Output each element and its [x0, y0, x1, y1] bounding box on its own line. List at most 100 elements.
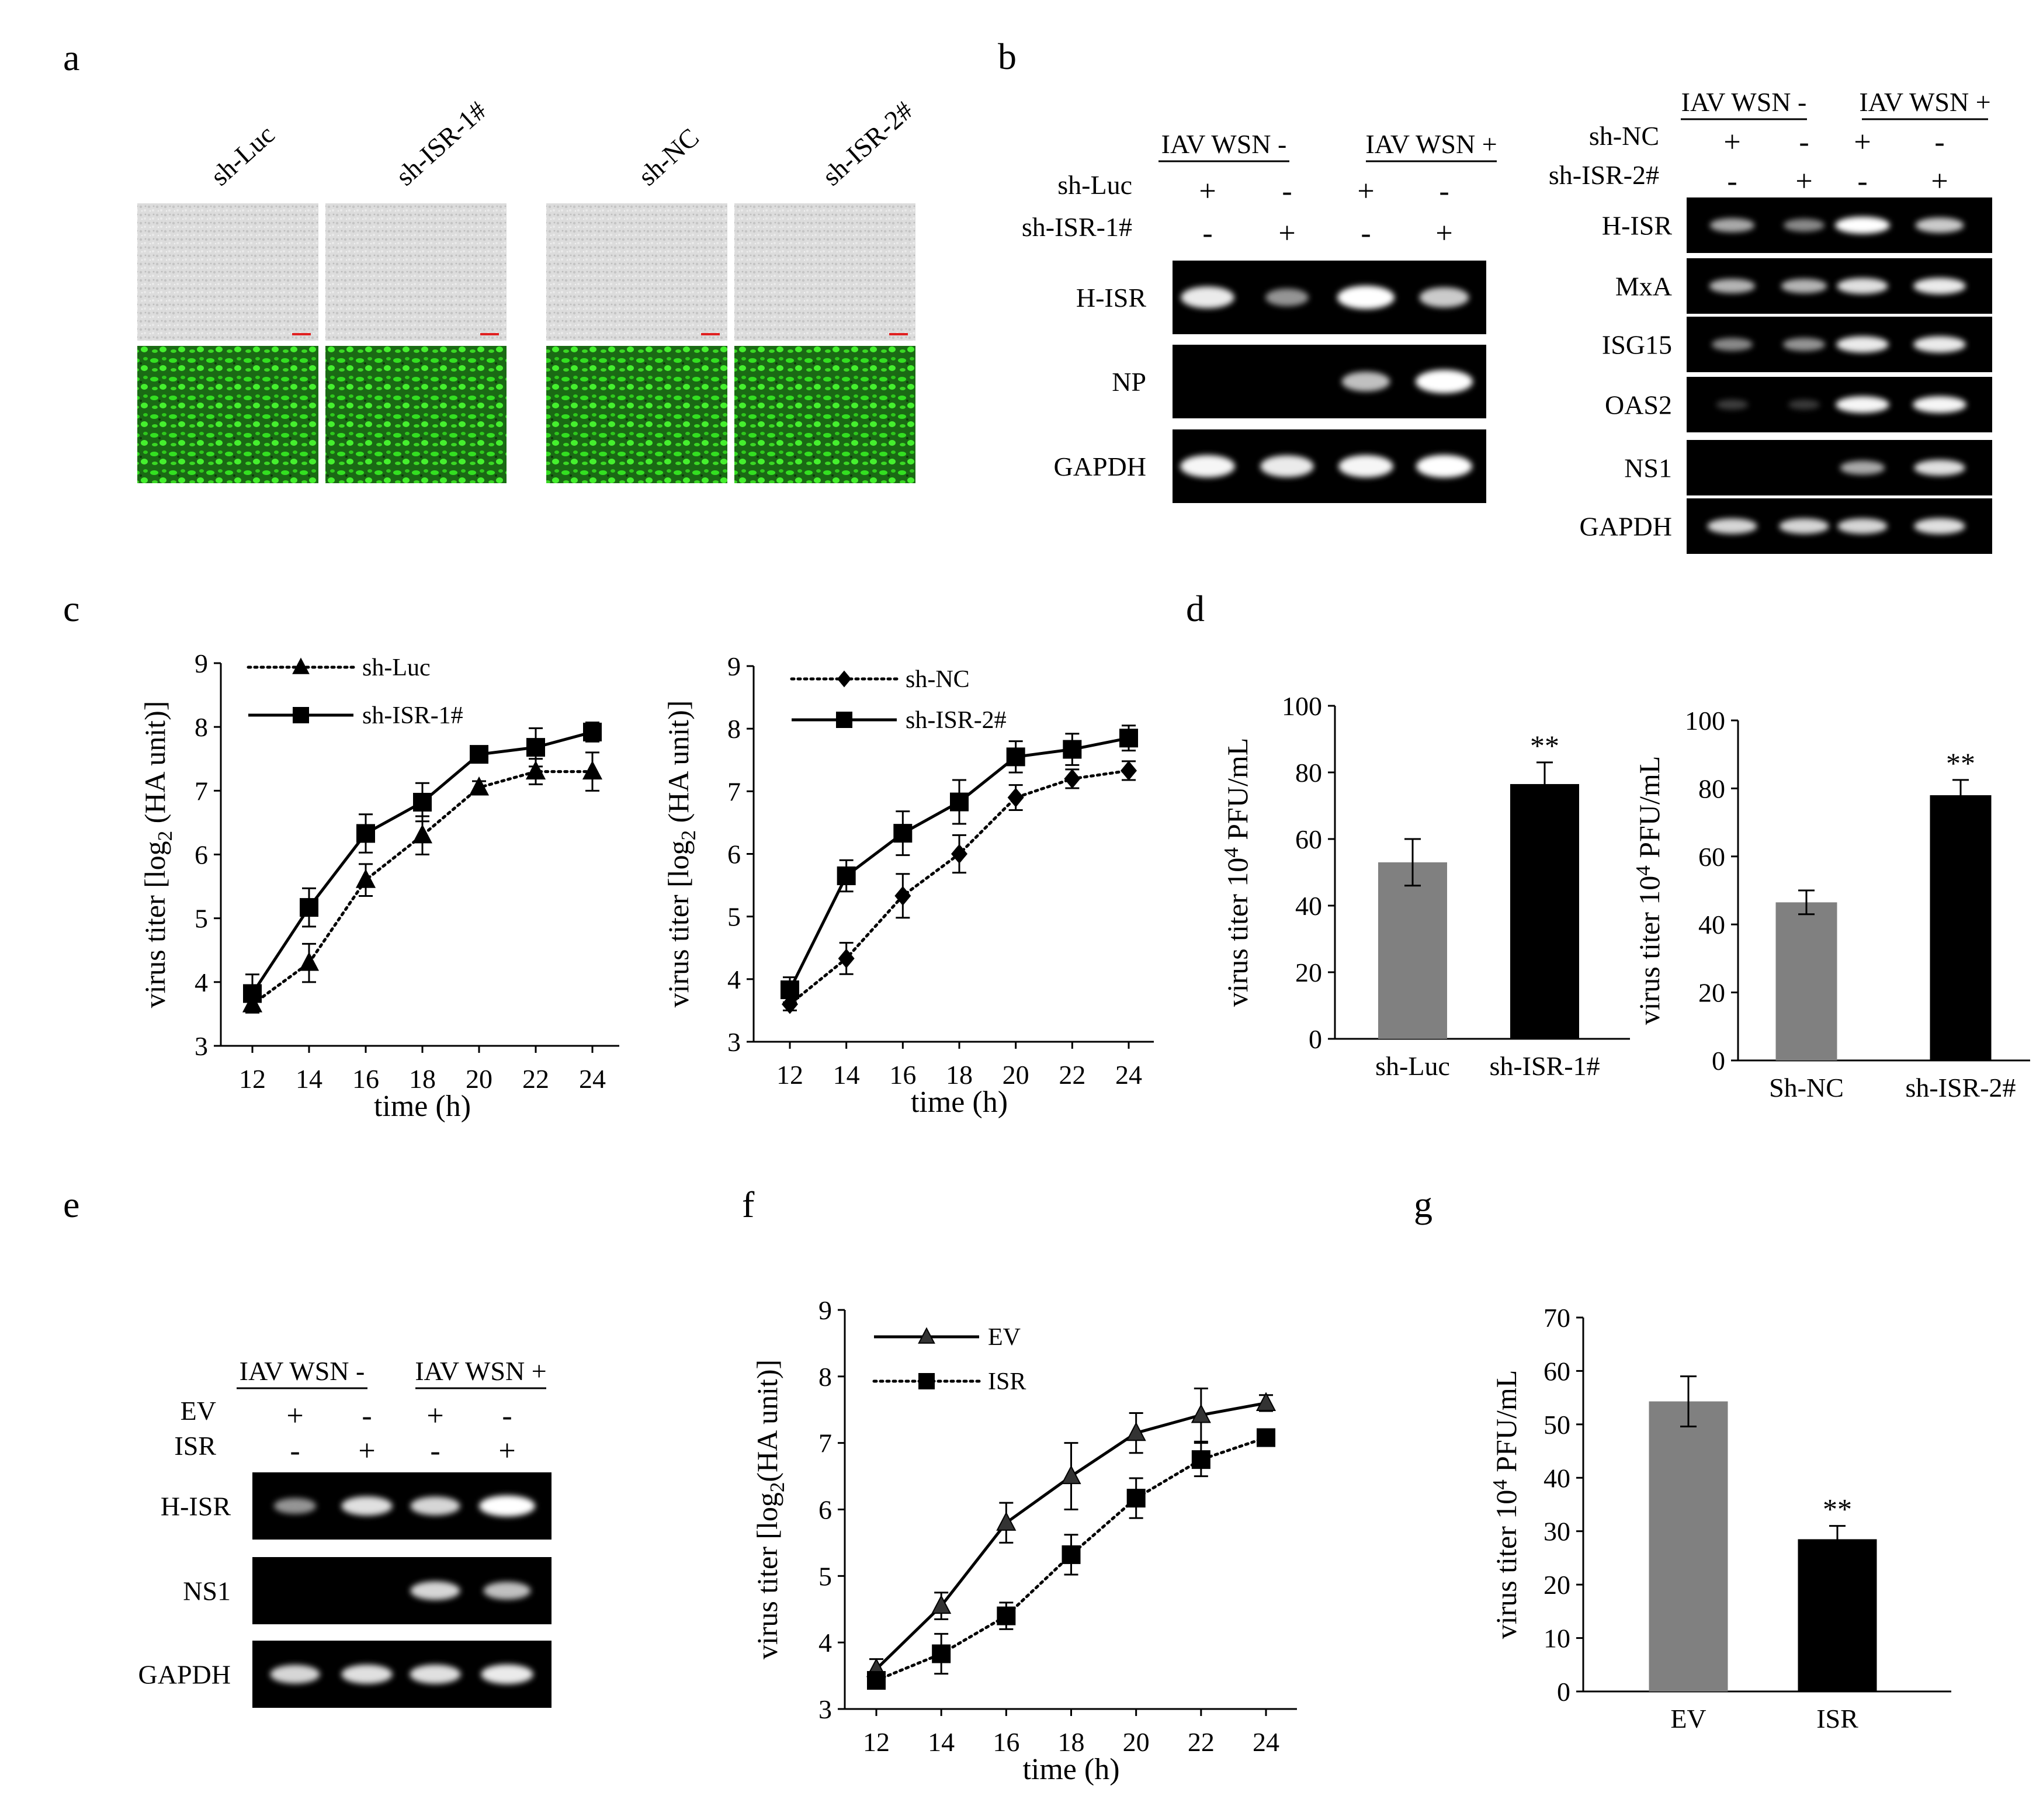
y-tick-label: 20 — [1543, 1570, 1570, 1600]
condition-label-sh-nc: sh-NC — [1589, 121, 1659, 151]
y-tick-label: 7 — [818, 1429, 832, 1458]
x-tick-label: 16 — [352, 1064, 379, 1094]
panel-label-b: b — [998, 36, 1017, 77]
data-point — [918, 1327, 935, 1344]
gel-label-h-isr: H-ISR — [1602, 211, 1672, 241]
category-label-sh-isr-2: sh-ISR-2# — [1905, 1073, 2016, 1103]
y-tick-label: 0 — [1309, 1024, 1322, 1054]
category-label-sh-luc: sh-Luc — [1375, 1051, 1450, 1081]
legend-label-sh-isr-2: sh-ISR-2# — [906, 707, 1007, 734]
chart-d-left: 0 20 40 60 80 100 sh-Luc sh-ISR-1# ** virus titer… — [1220, 691, 1630, 1081]
data-point — [932, 1644, 951, 1663]
x-axis-label: time (h) — [911, 1086, 1008, 1119]
y-tick-label: 0 — [1712, 1046, 1725, 1076]
data-point — [950, 792, 969, 812]
condition-sign: + — [1435, 217, 1452, 250]
y-tick-label: 5 — [195, 904, 208, 934]
data-point — [1061, 1465, 1081, 1485]
data-point — [893, 824, 913, 843]
scale-bars — [292, 333, 908, 335]
x-axis-label: time (h) — [1022, 1753, 1119, 1786]
chart-g: 0 10 20 30 40 50 60 70 EV ISR ** virus titer 104 PF… — [1489, 1303, 1951, 1734]
data-point — [838, 948, 855, 969]
y-tick-label: 40 — [1295, 891, 1322, 921]
y-tick-label: 8 — [195, 712, 208, 742]
panel-label-a: a — [63, 37, 79, 78]
gel-label-h-isr: H-ISR — [161, 1492, 231, 1521]
gel-band — [1913, 336, 1966, 353]
gel-band — [1709, 218, 1755, 233]
gel-band — [483, 1582, 531, 1600]
data-point — [1064, 769, 1081, 789]
x-tick-label: 18 — [409, 1064, 436, 1094]
category-label-sh-isr-1: sh-ISR-1# — [1489, 1051, 1600, 1081]
y-tick-label: 4 — [727, 965, 741, 994]
data-point — [243, 984, 262, 1003]
x-tick-label: 12 — [776, 1060, 803, 1090]
x-tick-label: 16 — [993, 1727, 1019, 1757]
x-tick-label: 24 — [1253, 1727, 1279, 1757]
y-tick-label: 60 — [1698, 842, 1725, 872]
image-label-sh-isr-2: sh-ISR-2# — [817, 95, 919, 191]
gel-band — [1782, 338, 1826, 351]
gel-band — [273, 1497, 317, 1514]
data-point — [836, 712, 852, 728]
group-header-iav-wsn: IAV WSN + — [1859, 87, 1990, 117]
data-point — [1191, 1450, 1210, 1469]
y-tick-label: 8 — [727, 714, 741, 744]
gel-band — [1181, 286, 1234, 308]
y-tick-label: 3 — [818, 1694, 832, 1724]
gel-band — [1840, 460, 1885, 475]
brightfield-image — [546, 203, 727, 341]
gel-band — [1419, 287, 1469, 308]
gel-band — [479, 1495, 535, 1517]
gel-band — [341, 1665, 393, 1684]
y-tick-label: 3 — [727, 1027, 741, 1057]
data-point — [781, 980, 799, 1000]
y-tick-label: 8 — [818, 1362, 832, 1392]
data-point — [782, 994, 798, 1014]
y-tick-label: 0 — [1557, 1677, 1570, 1707]
data-point — [1255, 1392, 1277, 1411]
panel-label-d: d — [1186, 588, 1205, 629]
y-tick-label: 9 — [727, 651, 741, 681]
gel-label-gapdh: GAPDH — [138, 1660, 231, 1690]
y-axis-label: virus titer 104 PFU/mL — [1632, 756, 1666, 1025]
gel-band — [1779, 518, 1829, 534]
data-point — [1119, 729, 1138, 748]
condition-sign: - — [502, 1399, 512, 1433]
x-tick-label: 14 — [833, 1060, 860, 1090]
gel-band — [1416, 455, 1472, 478]
data-point — [470, 745, 488, 764]
gel-band — [1836, 396, 1889, 413]
gel-band — [1338, 455, 1393, 478]
y-tick-label: 7 — [195, 776, 208, 806]
data-point — [525, 760, 546, 780]
gel-band — [1914, 459, 1965, 476]
gel-band — [1788, 400, 1820, 410]
condition-sign: + — [1278, 217, 1295, 250]
gel-band — [410, 1496, 460, 1516]
brightfield-image — [734, 203, 915, 341]
x-tick-label: 18 — [946, 1060, 973, 1090]
y-tick-label: 4 — [195, 968, 208, 997]
fluorescence-image — [325, 346, 507, 483]
y-tick-label: 20 — [1295, 958, 1322, 987]
image-label-sh-isr-1: sh-ISR-1# — [390, 95, 492, 191]
gel-band — [1915, 217, 1964, 233]
gel-band — [1709, 279, 1756, 293]
condition-sign: + — [1199, 175, 1216, 208]
gel-label-h-isr: H-ISR — [1076, 283, 1146, 313]
y-tick-label: 9 — [195, 649, 208, 678]
data-point — [997, 1606, 1016, 1625]
x-tick-label: 20 — [1003, 1060, 1029, 1090]
condition-label-ev: EV — [181, 1396, 216, 1426]
data-point — [412, 824, 433, 844]
condition-sign: - — [1439, 175, 1449, 208]
gel-band — [1837, 518, 1888, 534]
condition-sign: + — [286, 1399, 303, 1433]
panel-label-e: e — [63, 1184, 79, 1225]
data-point — [293, 707, 309, 723]
gel-band — [1416, 370, 1473, 393]
brightfield-image — [325, 203, 507, 341]
